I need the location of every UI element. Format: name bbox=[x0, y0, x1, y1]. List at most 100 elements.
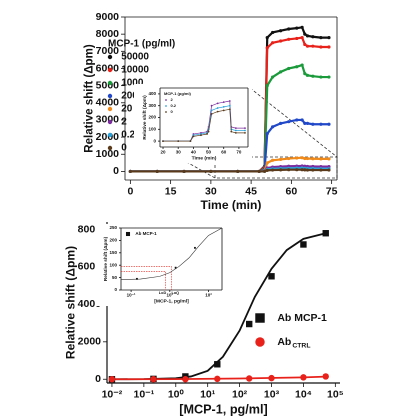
data-point bbox=[311, 35, 315, 39]
data-point bbox=[194, 246, 196, 249]
legend-marker bbox=[107, 132, 113, 138]
data-point bbox=[287, 156, 291, 161]
data-point bbox=[182, 376, 189, 383]
x-axis-label: [MCP-1, pg/ml] bbox=[154, 298, 189, 304]
data-point bbox=[295, 26, 299, 30]
x-tick-label: 60 bbox=[286, 186, 298, 198]
data-point bbox=[244, 129, 246, 132]
x-tick-label: 10² bbox=[232, 389, 248, 401]
data-point bbox=[270, 125, 275, 129]
x-tick-label: 10¹ bbox=[167, 293, 174, 298]
data-point bbox=[311, 122, 315, 126]
reference-label: LoQ bbox=[172, 291, 180, 295]
data-point bbox=[311, 74, 315, 78]
data-point bbox=[210, 109, 213, 112]
y-tick-label: 2000 bbox=[96, 131, 120, 143]
x-tick-label: 0 bbox=[127, 186, 133, 198]
data-point bbox=[162, 140, 164, 143]
data-point bbox=[319, 122, 323, 126]
legend-marker bbox=[107, 93, 113, 99]
legend-marker bbox=[125, 231, 131, 237]
x-tick-label: 10⁻² bbox=[102, 389, 123, 401]
legend-marker bbox=[107, 54, 113, 60]
data-point bbox=[279, 121, 283, 125]
data-point bbox=[265, 35, 269, 40]
data-point bbox=[268, 374, 275, 382]
y-axis-label: Relative shift (Δpm) bbox=[103, 236, 109, 281]
data-point bbox=[279, 157, 283, 162]
data-point bbox=[303, 32, 307, 36]
data-point bbox=[222, 105, 225, 108]
data-point bbox=[300, 63, 304, 67]
y-tick-label: 7000 bbox=[96, 45, 120, 57]
x-tick-label: 75 bbox=[326, 186, 338, 198]
data-point bbox=[270, 75, 275, 79]
data-point bbox=[279, 70, 283, 74]
legend-label: Ab bbox=[277, 336, 291, 348]
data-point bbox=[311, 168, 315, 172]
x-axis-label: [MCP-1, pg/ml] bbox=[179, 402, 267, 416]
x-tick-label: 40 bbox=[191, 150, 197, 155]
data-point bbox=[287, 27, 291, 31]
y-tick-label: 4000 bbox=[96, 97, 120, 109]
data-point bbox=[268, 273, 275, 280]
x-tick-label: 10⁰ bbox=[168, 389, 185, 401]
x-axis-label: Time (min) bbox=[192, 155, 217, 161]
fit-curve bbox=[120, 227, 223, 280]
data-point bbox=[234, 129, 237, 132]
y-tick-label: 8000 bbox=[96, 28, 120, 40]
legend-label: 2 bbox=[121, 117, 127, 128]
data-point bbox=[327, 35, 331, 40]
data-point bbox=[300, 25, 304, 29]
data-point bbox=[305, 168, 310, 172]
data-point bbox=[265, 161, 269, 165]
reference-line bbox=[121, 266, 172, 290]
legend-label: Ab MCP-1 bbox=[135, 231, 157, 236]
data-point bbox=[303, 72, 307, 76]
data-point bbox=[279, 168, 283, 172]
data-point bbox=[300, 35, 304, 40]
data-point bbox=[287, 37, 291, 41]
data-point bbox=[234, 127, 237, 130]
y-tick-label: 6000 bbox=[96, 62, 120, 74]
series-line bbox=[130, 168, 329, 173]
data-point bbox=[327, 157, 331, 161]
legend-marker bbox=[107, 145, 113, 151]
data-point bbox=[295, 168, 299, 172]
data-point bbox=[200, 134, 202, 137]
y-tick-label: 0 bbox=[153, 138, 156, 143]
legend-marker bbox=[107, 106, 113, 112]
legend-label: 50000 bbox=[121, 52, 149, 63]
data-point bbox=[327, 168, 331, 172]
x-tick-label: 10³ bbox=[264, 389, 280, 401]
data-point bbox=[270, 158, 275, 162]
y-tick-label: 9000 bbox=[96, 11, 120, 23]
data-point bbox=[270, 41, 275, 45]
data-point bbox=[150, 376, 157, 383]
data-point bbox=[216, 110, 219, 113]
data-point bbox=[228, 108, 231, 111]
y-tick-label: 3000 bbox=[96, 114, 120, 126]
data-point bbox=[257, 169, 261, 174]
x-tick-label: 10³ bbox=[205, 293, 212, 298]
reference-label: LoD bbox=[159, 291, 167, 295]
y-axis-label: Relative shift (Δpm) bbox=[142, 95, 148, 140]
data-point bbox=[295, 36, 299, 41]
data-point bbox=[108, 376, 116, 383]
data-point bbox=[319, 157, 323, 161]
y-tick-label: 1000 bbox=[96, 148, 120, 160]
y-tick-label: 2000 bbox=[78, 336, 102, 348]
legend-label: 0 bbox=[170, 109, 173, 114]
data-point bbox=[214, 361, 221, 368]
data-point bbox=[228, 100, 231, 102]
y-tick-label: 5000 bbox=[96, 79, 120, 91]
legend-marker bbox=[165, 105, 167, 107]
data-point bbox=[311, 44, 315, 48]
y-tick-label: 0 bbox=[114, 287, 117, 292]
legend-marker bbox=[107, 80, 113, 86]
data-point bbox=[287, 66, 291, 71]
x-tick-label: 10⁵ bbox=[327, 389, 344, 401]
x-tick-label: 70 bbox=[236, 150, 242, 155]
data-point bbox=[228, 104, 231, 107]
data-point bbox=[319, 35, 323, 40]
